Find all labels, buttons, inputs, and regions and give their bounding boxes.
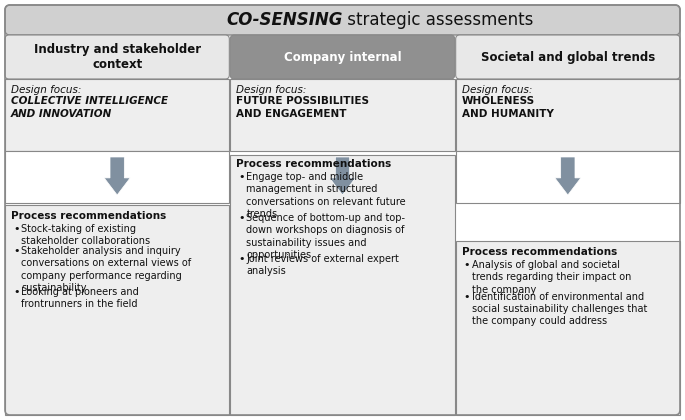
Text: Industry and stakeholder
context: Industry and stakeholder context bbox=[34, 42, 201, 71]
FancyBboxPatch shape bbox=[456, 35, 680, 79]
Text: •: • bbox=[13, 287, 19, 297]
Text: •: • bbox=[464, 291, 470, 302]
Bar bbox=[230, 155, 455, 415]
Polygon shape bbox=[329, 157, 356, 195]
Text: COLLECTIVE INTELLIGENCE
AND INNOVATION: COLLECTIVE INTELLIGENCE AND INNOVATION bbox=[11, 96, 168, 119]
Text: •: • bbox=[464, 260, 470, 270]
Bar bbox=[456, 151, 680, 203]
Text: Design focus:: Design focus: bbox=[462, 85, 532, 95]
Bar bbox=[456, 241, 680, 415]
Bar bbox=[5, 205, 229, 415]
FancyBboxPatch shape bbox=[230, 35, 455, 79]
Text: Analysis of global and societal
trends regarding their impact on
the company: Analysis of global and societal trends r… bbox=[472, 260, 631, 295]
Text: Design focus:: Design focus: bbox=[11, 85, 82, 95]
Polygon shape bbox=[104, 157, 130, 195]
Text: Looking at pioneers and
frontrunners in the field: Looking at pioneers and frontrunners in … bbox=[21, 287, 139, 310]
Text: Joint reviews of external expert
analysis: Joint reviews of external expert analysi… bbox=[247, 254, 399, 276]
Text: •: • bbox=[238, 254, 245, 264]
Text: •: • bbox=[13, 224, 19, 234]
FancyBboxPatch shape bbox=[5, 35, 229, 79]
Text: WHOLENESS
AND HUMANITY: WHOLENESS AND HUMANITY bbox=[462, 96, 553, 119]
Text: Sequence of bottom-up and top-
down workshops on diagnosis of
sustainability iss: Sequence of bottom-up and top- down work… bbox=[247, 213, 406, 260]
Text: FUTURE POSSIBILITIES
AND ENGAGEMENT: FUTURE POSSIBILITIES AND ENGAGEMENT bbox=[236, 96, 369, 119]
Text: Process recommendations: Process recommendations bbox=[11, 211, 166, 221]
Text: Engage top- and middle
management in structured
conversations on relevant future: Engage top- and middle management in str… bbox=[247, 172, 406, 219]
Text: strategic assessments: strategic assessments bbox=[342, 11, 534, 29]
Polygon shape bbox=[555, 157, 581, 195]
FancyBboxPatch shape bbox=[5, 5, 680, 35]
Text: Process recommendations: Process recommendations bbox=[236, 159, 392, 169]
Text: •: • bbox=[238, 213, 245, 223]
Text: Design focus:: Design focus: bbox=[236, 85, 307, 95]
Bar bbox=[5, 151, 229, 203]
Bar bbox=[230, 79, 455, 151]
Text: •: • bbox=[238, 172, 245, 182]
Text: Company internal: Company internal bbox=[284, 50, 401, 63]
Text: •: • bbox=[13, 246, 19, 256]
Text: Societal and global trends: Societal and global trends bbox=[481, 50, 655, 63]
Text: Stakeholder analysis and inquiry
conversations on external views of
company perf: Stakeholder analysis and inquiry convers… bbox=[21, 246, 191, 293]
Text: CO-SENSING: CO-SENSING bbox=[226, 11, 342, 29]
Text: Stock-taking of existing
stakeholder collaborations: Stock-taking of existing stakeholder col… bbox=[21, 224, 150, 247]
Text: Process recommendations: Process recommendations bbox=[462, 247, 617, 257]
Bar bbox=[456, 79, 680, 151]
Bar bbox=[5, 79, 229, 151]
Text: Identification of environmental and
social sustainability challenges that
the co: Identification of environmental and soci… bbox=[472, 291, 647, 326]
